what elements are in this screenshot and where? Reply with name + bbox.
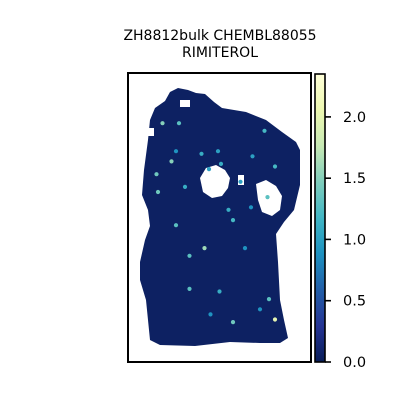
colorbar-tick-label: 1.0 [343,232,366,248]
colorbar: 0.0 0.5 1.0 1.5 2.0 [314,73,366,371]
expression-spot [248,205,254,210]
plot-area [127,72,312,363]
chart-title-line1: ZH8812bulk CHEMBL88055 [123,28,316,44]
tissue-body [140,88,300,346]
expression-spot [154,172,159,177]
plot-frame [127,72,312,363]
expression-spot [257,307,263,312]
expression-spot [218,161,224,166]
colorbar-tick-label: 2.0 [343,110,366,126]
expression-spot [202,246,207,251]
expression-spot [250,154,255,159]
expression-spot [230,218,236,223]
expression-spot [169,159,174,164]
tissue-outline [140,88,300,346]
expression-spot [238,179,243,184]
expression-spot [265,195,270,200]
expression-spot [182,184,188,189]
expression-spot [226,207,231,212]
expression-spot [242,246,248,251]
colorbar-tick-label: 1.5 [343,171,366,187]
colorbar-ticks: 0.0 0.5 1.0 1.5 2.0 [325,110,366,371]
colorbar-gradient [314,73,326,363]
colorbar-tick-label: 0.5 [343,294,366,310]
expression-spot [155,189,161,195]
expression-spot [272,317,278,322]
expression-spot [187,253,192,258]
expression-spot [176,121,182,126]
expression-spots [154,121,278,325]
expression-spot [206,167,212,172]
expression-spot [160,121,165,126]
expression-spot [230,320,236,325]
expression-spot [187,286,192,291]
chart-title-line2: RIMITEROL [182,45,258,61]
expression-spot [215,149,221,154]
expression-spot [262,128,267,133]
colorbar-tick-label: 0.0 [343,355,366,371]
tissue-hole [148,128,154,136]
expression-spot [208,312,213,317]
tissue-hole [180,100,190,107]
expression-spot [266,297,272,302]
expression-spot [199,151,204,156]
tissue-hole [200,165,230,198]
expression-spot [173,149,179,154]
expression-spot [173,223,179,228]
expression-spot [272,164,278,169]
expression-spot [217,289,222,294]
